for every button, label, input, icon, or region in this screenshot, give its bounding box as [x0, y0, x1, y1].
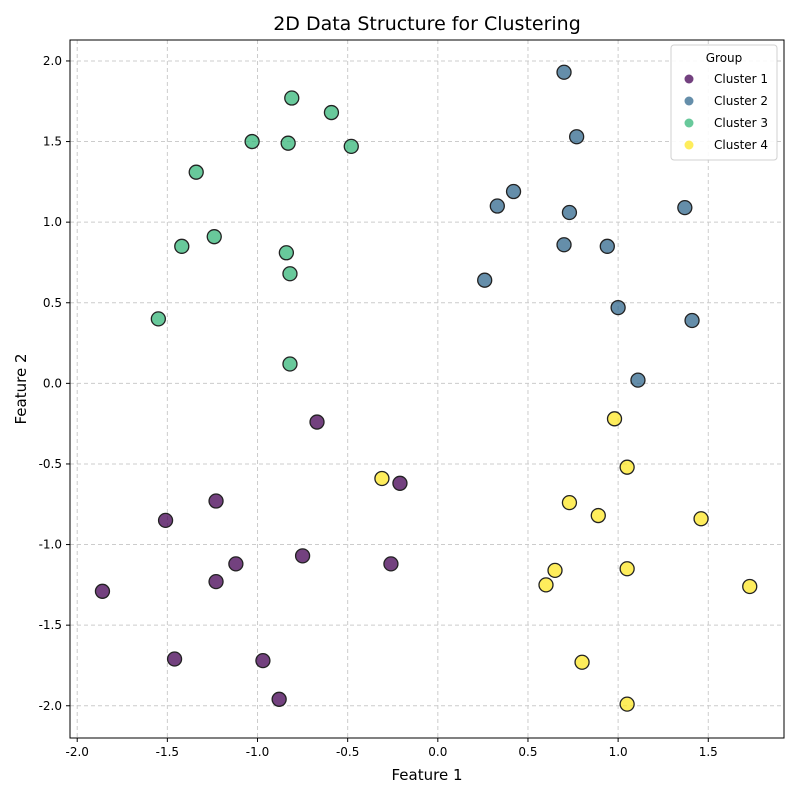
data-points — [94, 64, 758, 712]
legend-label: Cluster 3 — [714, 116, 768, 130]
data-point-cluster-2 — [569, 129, 585, 145]
legend-label: Cluster 4 — [714, 138, 768, 152]
legend-items: Cluster 1 Cluster 2 Cluster 3 Cluster 4 — [684, 72, 768, 152]
data-point-cluster-3 — [206, 229, 222, 245]
data-point-cluster-4 — [574, 654, 590, 670]
data-point-cluster-3 — [282, 266, 298, 282]
data-point-cluster-2 — [684, 312, 700, 329]
y-tick-label: 1.0 — [43, 215, 62, 229]
data-point-cluster-2 — [610, 299, 626, 316]
y-tick-label: -0.5 — [39, 457, 62, 471]
data-point-cluster-3 — [323, 104, 340, 121]
x-tick-label: -1.5 — [156, 745, 179, 759]
gridlines — [70, 40, 784, 738]
data-point-cluster-2 — [599, 238, 615, 254]
y-tick-label: -2.0 — [39, 699, 62, 713]
data-point-cluster-3 — [343, 138, 359, 155]
legend-marker — [684, 74, 694, 84]
y-tick-label: 2.0 — [43, 54, 62, 68]
y-axis-ticks: 2.0 1.5 1.0 0.5 0.0 -0.5 -1.0 -1.5 -2.0 — [39, 54, 70, 713]
legend-box — [670, 44, 778, 161]
data-point-cluster-1 — [392, 475, 408, 491]
x-axis-ticks: -2.0 -1.5 -1.0 -0.5 0.0 0.5 1.0 1.5 — [66, 738, 718, 759]
data-point-cluster-1 — [166, 651, 183, 667]
legend-label: Cluster 1 — [714, 72, 768, 86]
x-tick-label: 0.5 — [518, 745, 537, 759]
y-tick-label: 1.5 — [43, 135, 62, 149]
data-point-cluster-2 — [630, 372, 646, 388]
data-point-cluster-1 — [228, 556, 244, 572]
data-point-cluster-3 — [282, 356, 298, 372]
x-tick-label: -1.0 — [246, 745, 269, 759]
data-point-cluster-4 — [606, 411, 623, 427]
data-point-cluster-2 — [561, 204, 578, 221]
data-point-cluster-1 — [94, 583, 111, 599]
y-tick-label: 0.5 — [43, 296, 62, 310]
y-tick-label: -1.0 — [39, 538, 62, 552]
data-point-cluster-2 — [505, 183, 522, 200]
x-tick-label: -2.0 — [66, 745, 89, 759]
legend-marker — [684, 96, 694, 106]
data-point-cluster-4 — [619, 459, 635, 475]
x-tick-label: 0.0 — [428, 745, 447, 759]
data-point-cluster-4 — [742, 578, 758, 595]
data-point-cluster-2 — [677, 199, 693, 216]
data-point-cluster-1 — [255, 652, 271, 669]
legend-label: Cluster 2 — [714, 94, 768, 108]
y-axis-label: Feature 2 — [12, 354, 30, 425]
data-point-cluster-2 — [556, 237, 572, 253]
legend-title: Group — [706, 51, 743, 65]
y-tick-label: 0.0 — [43, 376, 62, 390]
data-point-cluster-2 — [556, 64, 572, 80]
data-point-cluster-4 — [619, 696, 635, 712]
data-point-cluster-1 — [383, 556, 399, 572]
x-tick-label: 1.5 — [699, 745, 718, 759]
legend-marker — [684, 140, 694, 150]
data-point-cluster-1 — [157, 512, 174, 529]
chart-title: 2D Data Structure for Clustering — [273, 13, 581, 35]
data-point-cluster-1 — [271, 691, 287, 707]
data-point-cluster-3 — [244, 133, 260, 150]
x-axis-label: Feature 1 — [392, 766, 463, 784]
plot-frame — [69, 39, 785, 739]
legend-marker — [684, 118, 694, 128]
data-point-cluster-1 — [208, 493, 224, 509]
y-tick-label: -1.5 — [39, 618, 62, 632]
data-point-cluster-4 — [538, 577, 554, 593]
data-point-cluster-2 — [489, 198, 505, 214]
data-point-cluster-3 — [278, 245, 295, 261]
data-point-cluster-3 — [280, 135, 296, 151]
data-point-cluster-4 — [590, 507, 606, 524]
data-point-cluster-4 — [547, 562, 563, 579]
x-tick-label: 1.0 — [609, 745, 628, 759]
data-point-cluster-4 — [693, 511, 709, 527]
data-point-cluster-1 — [208, 573, 224, 590]
data-point-cluster-4 — [561, 494, 578, 511]
data-point-cluster-3 — [174, 238, 190, 254]
data-point-cluster-3 — [188, 164, 204, 180]
data-point-cluster-4 — [619, 561, 635, 577]
data-point-cluster-3 — [284, 90, 300, 106]
data-point-cluster-1 — [294, 548, 311, 564]
data-point-cluster-3 — [150, 311, 166, 327]
data-point-cluster-2 — [477, 272, 493, 288]
x-tick-label: -0.5 — [336, 745, 359, 759]
data-point-cluster-1 — [309, 414, 325, 430]
data-point-cluster-4 — [374, 470, 390, 487]
